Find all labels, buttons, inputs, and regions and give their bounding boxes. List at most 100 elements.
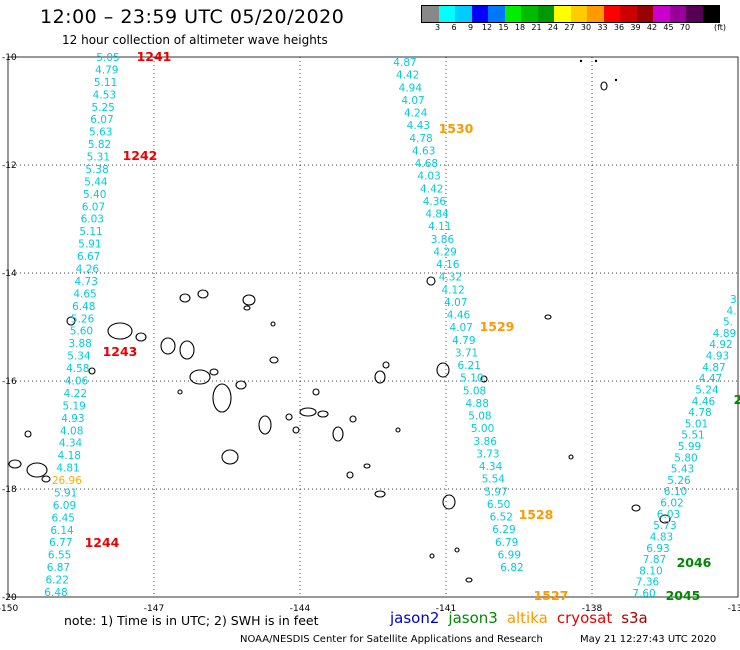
lat-label: -10 — [2, 53, 17, 63]
colorbar-swatch — [570, 6, 587, 22]
colorbar-swatch — [653, 6, 670, 22]
island-outline — [332, 426, 344, 442]
wave-height-value: 6.77 — [49, 537, 72, 549]
wave-height-value: 4.29 — [433, 246, 456, 258]
pass-label: 1242 — [123, 148, 158, 163]
island-outline — [631, 504, 641, 512]
island-outline — [26, 462, 48, 478]
wave-height-value: 4.07 — [444, 297, 467, 309]
island-outline — [382, 361, 390, 369]
wave-height-value: 6.93 — [646, 543, 669, 555]
pass-label: 1528 — [519, 507, 554, 522]
pass-labels: 1241 1242 1243 1244 1530 1529 1528 1527 2046 2045… — [85, 49, 740, 603]
wave-height-value: 5.01 — [685, 418, 708, 430]
wave-height-value: 7.87 — [643, 554, 666, 566]
track-values: 5.054.795.114.535.256.075.635.825.315.38… — [44, 52, 740, 600]
pass-label: 1530 — [439, 121, 474, 136]
island-outline — [88, 367, 96, 375]
lon-label: -138 — [582, 604, 603, 614]
island-outline — [258, 415, 272, 435]
wave-height-value: 5.11 — [79, 226, 102, 238]
island-outline — [346, 471, 354, 479]
island-outlines — [8, 59, 671, 583]
map-title: 12:00 – 23:59 UTC 05/20/2020 — [40, 6, 345, 28]
wave-height-value: 4.07 — [449, 322, 472, 334]
wave-height-value: 3. — [730, 294, 740, 306]
island-outline — [465, 577, 473, 583]
wave-height-value: 5.80 — [674, 452, 697, 464]
pass-label: 1243 — [103, 344, 138, 359]
wave-height-value: 5.08 — [463, 385, 486, 397]
lon-label: -141 — [436, 604, 456, 614]
wave-height-value: 4.89 — [713, 328, 736, 340]
island-outline — [242, 294, 256, 306]
colorbar-ticks: 3 6 9 12 15 18 21 24 27 30 33 36 39 42 45 70 — [421, 23, 729, 35]
pass-label: 2046 — [677, 555, 712, 570]
wave-height-value: 3.73 — [476, 448, 499, 460]
wave-height-value: 6.50 — [487, 499, 510, 511]
wave-height-value: 4.94 — [399, 82, 423, 94]
lat-label: -18 — [2, 485, 17, 495]
wave-height-value: 6.48 — [44, 587, 67, 599]
island-outline — [8, 459, 22, 469]
wave-height-value: 5.38 — [85, 164, 108, 176]
wave-height-value: 5.91 — [78, 239, 101, 251]
wave-height-value: 3.88 — [68, 338, 91, 350]
wave-height-value: 5.00 — [471, 423, 494, 435]
wave-height-value: 6.29 — [492, 524, 515, 536]
island-outline — [600, 81, 608, 91]
island-outline — [179, 293, 191, 303]
colorbar-tick: 70 — [679, 23, 691, 32]
wave-height-value: 4.87 — [702, 362, 725, 374]
colorbar-swatch — [422, 6, 439, 22]
wave-height-value: 4.73 — [75, 276, 98, 288]
wave-height-value: 5.08 — [468, 411, 491, 423]
wave-height-value: 3.86 — [431, 234, 455, 246]
lon-label: -144 — [290, 604, 311, 614]
wave-height-value: 4.47 — [699, 373, 722, 385]
colorbar-unit: (ft) — [714, 23, 727, 32]
lon-label: -147 — [144, 604, 164, 614]
island-dot — [614, 78, 618, 82]
wave-height-value: 5.54 — [482, 474, 506, 486]
island-dot — [594, 59, 598, 63]
wave-height-value: 4.65 — [73, 288, 96, 300]
island-outline — [395, 427, 401, 433]
wave-height-value: 4.84 — [425, 209, 449, 221]
wave-height-value: 6.79 — [495, 537, 518, 549]
satellite-s3a: s3a — [621, 609, 648, 627]
wave-height-value: 6.22 — [46, 575, 69, 587]
pass-label: 1527 — [534, 588, 569, 603]
wave-height-value: 4.26 — [76, 264, 100, 276]
wave-height-value: 5.34 — [67, 351, 91, 363]
island-outline — [374, 370, 386, 384]
island-outline — [209, 368, 219, 376]
wave-height-value: 4.34 — [59, 438, 83, 450]
island-dot — [579, 59, 583, 63]
wave-height-value: 5.60 — [70, 326, 93, 338]
wave-height-value: 4.63 — [412, 145, 435, 157]
island-outline — [221, 449, 239, 465]
colorbar-tick: 9 — [467, 23, 474, 32]
wave-height-value: 4.06 — [65, 375, 89, 387]
island-outline — [480, 375, 488, 383]
wave-height-value: 4.07 — [401, 95, 424, 107]
colorbar-tick: 36 — [613, 23, 625, 32]
island-outline — [24, 430, 32, 438]
wave-height-value: 4.93 — [706, 351, 729, 363]
island-outline — [177, 389, 183, 395]
wave-height-value: 4.32 — [439, 272, 462, 284]
colorbar-tick: 21 — [531, 23, 542, 32]
colorbar-tick: 39 — [630, 23, 641, 32]
timestamp: May 21 12:27:43 UTC 2020 — [580, 634, 717, 645]
lon-label: -150 — [0, 604, 18, 614]
wave-height-value: 4.78 — [409, 133, 432, 145]
wave-height-value: 5.11 — [94, 77, 117, 89]
wave-height-value: 5.51 — [681, 430, 704, 442]
wave-height-value: 5.10 — [460, 373, 483, 385]
wave-height-value: 4.58 — [66, 363, 89, 375]
wave-height-value: 4.42 — [420, 183, 443, 195]
colorbar-swatch — [471, 6, 488, 22]
wave-height-value: 4. — [726, 305, 736, 317]
colorbar-tick: 30 — [580, 23, 592, 32]
